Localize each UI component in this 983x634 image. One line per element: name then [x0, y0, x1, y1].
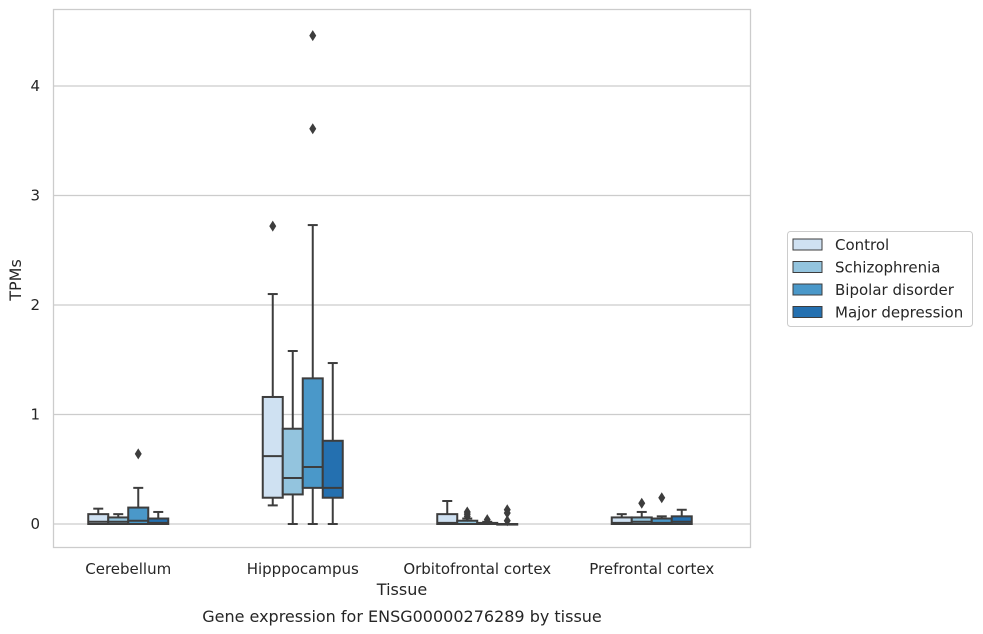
x-tick-label-0: Cerebellum: [85, 560, 171, 578]
legend-frame: [787, 231, 973, 327]
outlier-point-2: [463, 506, 471, 518]
legend-label-2: Bipolar disorder: [835, 281, 955, 299]
y-tick-label-4: 4: [30, 77, 40, 95]
box-2-1: [301, 30, 324, 525]
box-iqr: [670, 515, 693, 526]
box-iqr: [301, 377, 324, 489]
y-tick-label-3: 3: [30, 187, 40, 205]
legend-label-0: Control: [835, 236, 889, 254]
box-1-2: [456, 506, 479, 526]
outlier-point-1: [309, 30, 317, 42]
legend-label-3: Major depression: [835, 304, 963, 322]
box-iqr: [107, 516, 130, 525]
plot-area-frame: [52, 8, 752, 549]
y-tick-label-2: 2: [30, 296, 40, 314]
box-0-2: [436, 500, 459, 526]
box-iqr: [630, 516, 653, 525]
box-iqr: [321, 439, 344, 499]
outlier-point-0: [134, 448, 142, 460]
box-2-3: [650, 492, 673, 526]
chart-caption: Gene expression for ENSG00000276289 by t…: [202, 607, 602, 626]
outlier-point-2: [503, 504, 511, 516]
x-tick-label-1: Hipppocampus: [247, 560, 359, 578]
y-axis-ticks: 0 1 2 3 4: [30, 77, 40, 533]
box-3-2: [496, 504, 519, 527]
outlier-point-0: [483, 514, 491, 526]
box-3-0: [147, 510, 170, 526]
legend-swatch-1: [792, 261, 823, 273]
legend-swatch-0: [792, 238, 823, 251]
box-iqr: [261, 395, 284, 499]
x-axis-ticks: Cerebellum Hipppocampus Orbitofrontal cort…: [85, 560, 714, 578]
box-iqr: [147, 517, 170, 526]
legend-swatch-3: [792, 306, 823, 318]
box-iqr: [281, 427, 304, 496]
box-3-1: [321, 362, 344, 525]
box-0-3: [610, 513, 633, 525]
box-2-0: [127, 448, 150, 526]
box-series: [87, 30, 693, 527]
outlier-point-0: [503, 515, 511, 527]
outlier-point-0: [638, 497, 646, 509]
outlier-point-0: [309, 123, 317, 135]
x-tick-label-3: Prefrontal cortex: [589, 560, 714, 578]
y-tick-label-0: 0: [30, 515, 40, 533]
y-axis-label: TPMs: [6, 259, 25, 302]
legend-swatch-2: [792, 283, 823, 296]
legend-label-1: Schizophrenia: [835, 259, 940, 277]
x-axis-label: Tissue: [376, 580, 427, 599]
legend: Control Schizophrenia Bipolar disorder Majo…: [787, 231, 973, 327]
y-tick-label-1: 1: [30, 406, 40, 424]
box-iqr: [436, 513, 459, 526]
x-tick-label-2: Orbitofrontal cortex: [403, 560, 551, 578]
box-2-2: [476, 514, 499, 526]
outlier-point-0: [658, 492, 666, 504]
outlier-point-0: [269, 220, 277, 232]
box-3-3: [670, 508, 693, 526]
